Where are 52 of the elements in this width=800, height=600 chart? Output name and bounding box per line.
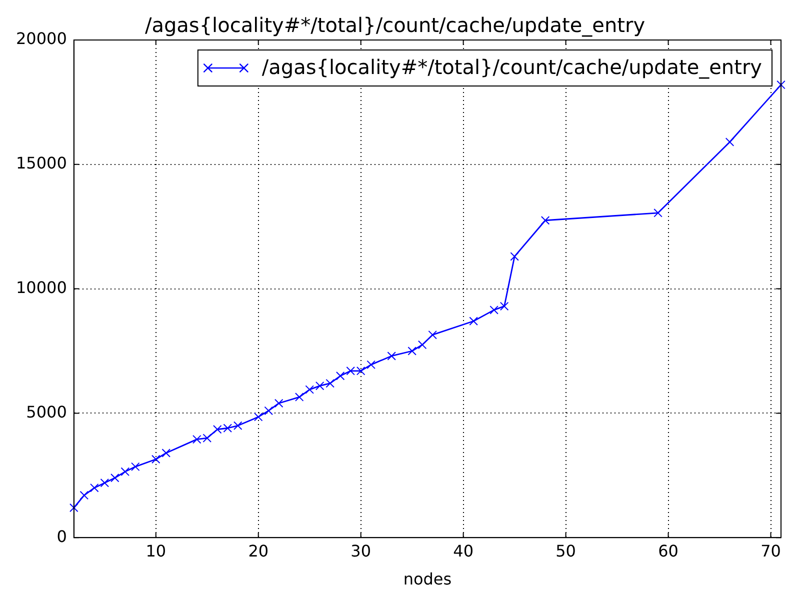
y-tick-label: 10000 <box>16 278 67 297</box>
x-tick-label: 10 <box>146 541 166 560</box>
point <box>510 252 519 261</box>
x-tick-label: 20 <box>248 541 269 560</box>
point <box>223 424 232 433</box>
y-tick-label: 20000 <box>16 29 67 48</box>
point <box>326 378 334 388</box>
point <box>490 306 498 314</box>
point <box>162 448 171 458</box>
point <box>90 483 99 492</box>
x-tick-label: 60 <box>658 541 678 560</box>
point <box>151 454 160 464</box>
point <box>654 208 662 218</box>
point <box>408 346 416 356</box>
point <box>192 434 202 444</box>
point <box>212 424 222 434</box>
y-tick-label: 15000 <box>16 154 67 173</box>
point <box>80 490 89 500</box>
x-tick-label: 40 <box>453 541 474 560</box>
point <box>264 406 273 416</box>
point <box>346 366 355 376</box>
point <box>274 398 284 408</box>
point <box>336 371 345 380</box>
point <box>469 316 478 326</box>
x-tick-label: 30 <box>350 541 372 560</box>
point <box>100 478 110 488</box>
y-tick-label: 0 <box>56 526 67 546</box>
legend-label: /agas{locality#*/total}/count/cache/update_entry <box>262 55 762 80</box>
point <box>540 216 550 225</box>
point <box>294 392 304 402</box>
point <box>366 360 376 370</box>
point <box>500 302 509 311</box>
point <box>70 503 78 512</box>
point <box>725 138 734 146</box>
point <box>387 352 396 360</box>
point <box>315 381 324 390</box>
x-tick-label: 70 <box>760 541 781 560</box>
point <box>356 366 366 376</box>
point <box>418 340 427 350</box>
point <box>130 462 140 472</box>
point <box>202 434 212 442</box>
point <box>120 467 130 476</box>
point <box>776 80 786 90</box>
point <box>428 330 437 340</box>
x-tick-label: 50 <box>556 541 576 560</box>
point <box>110 474 120 482</box>
point <box>233 421 242 430</box>
y-tick-label: 5000 <box>26 402 67 422</box>
point <box>305 385 314 394</box>
chart-title: /agas{locality#*/total}/count/cache/update_entry <box>144 13 646 38</box>
x-axis-title: nodes <box>403 570 452 589</box>
point <box>254 412 263 422</box>
